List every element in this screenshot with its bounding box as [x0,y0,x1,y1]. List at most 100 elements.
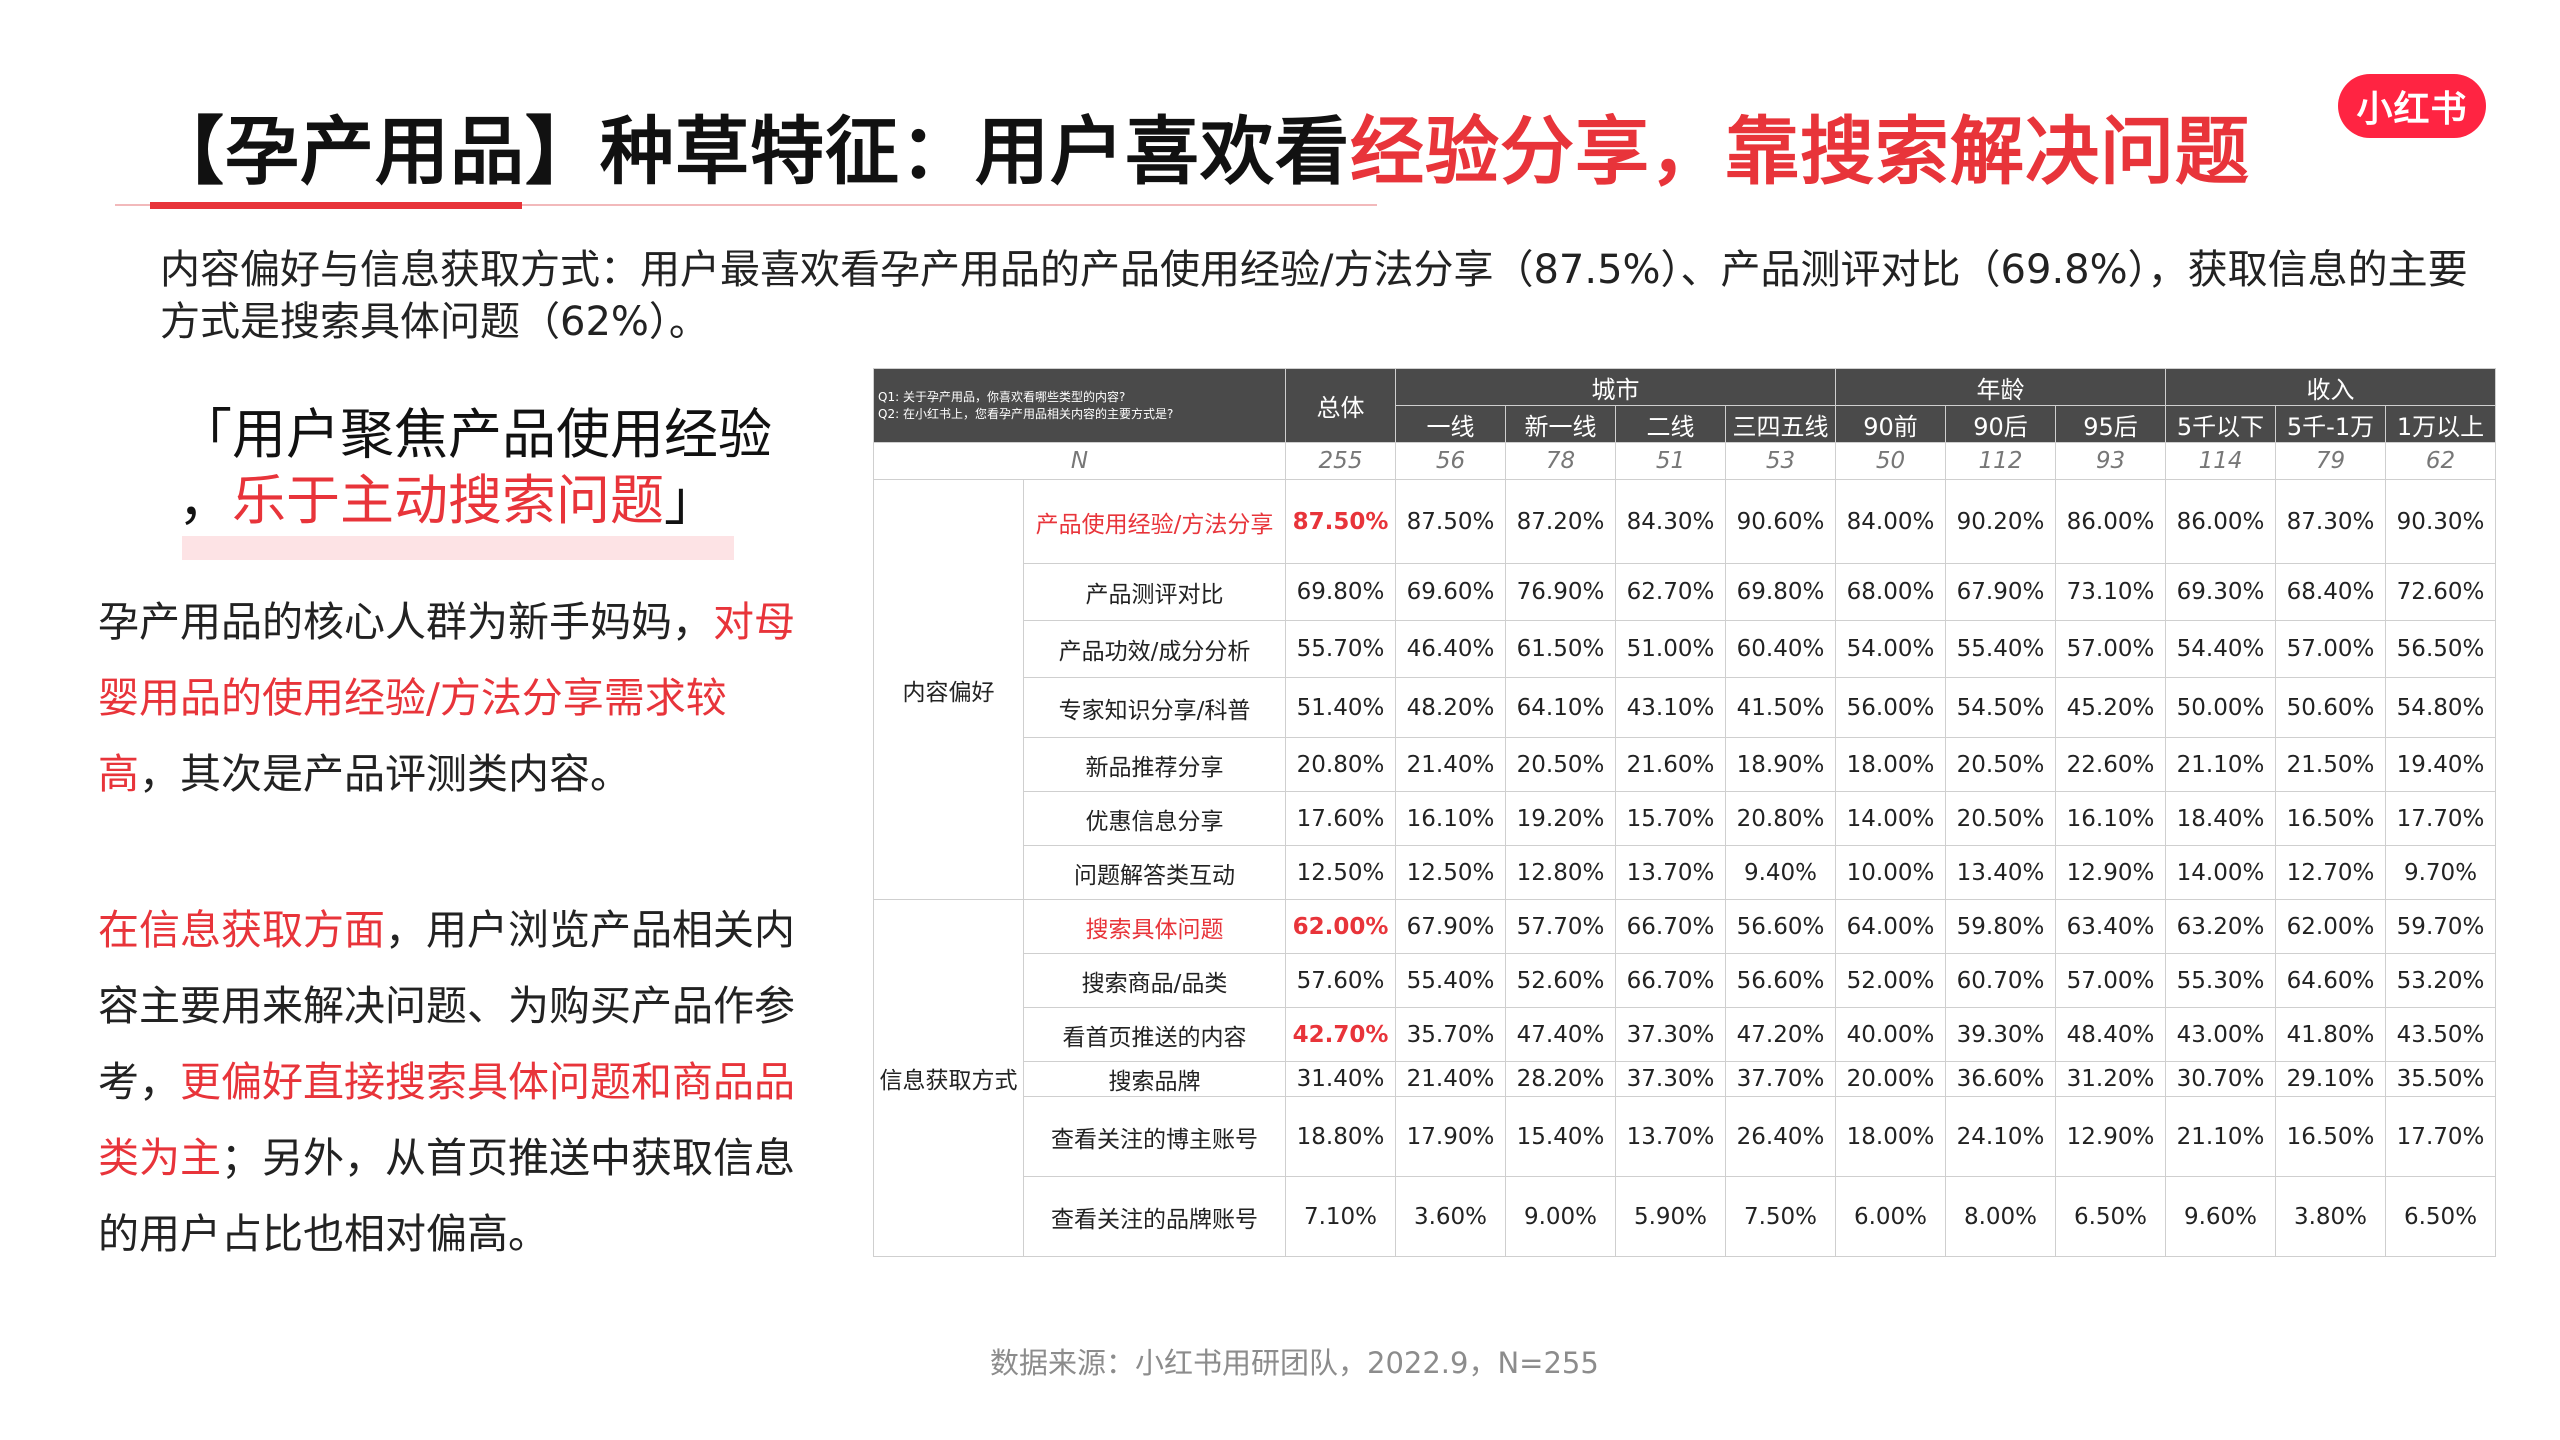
table-body: 内容偏好 产品使用经验/方法分享 87.50% 87.50% 87.20% 84.30% 9… [873,479,2497,1257]
value-cell: 13.40% [1945,845,2056,900]
table-row: 新品推荐分享 20.80% 21.40% 20.50% 21.60% 18.90% 18.0… [874,737,2497,792]
value-cell: 56.00% [1835,677,1946,738]
value-cell: 62.70% [1615,563,1726,621]
row-label: 产品使用经验/方法分享 [1023,479,1286,564]
table-row: 问题解答类互动 12.50% 12.50% 12.80% 13.70% 9.40% 10.0… [874,845,2497,900]
row-label: 看首页推送的内容 [1023,1007,1286,1062]
data-table-container: Q1: 关于孕产用品，你喜欢看哪些类型的内容? Q2: 在小红书上，您看孕产用品相… [873,368,2497,1257]
value-cell: 40.00% [1835,1007,1946,1062]
value-cell: 41.80% [2275,1007,2387,1062]
value-cell: 14.00% [1835,791,1946,846]
title-highlight: 经验分享，靠搜索解决问题 [1350,109,2250,195]
value-cell: 60.40% [1725,620,1836,678]
value-cell: 76.90% [1505,563,1616,621]
value-cell: 55.40% [1945,620,2056,678]
value-cell: 15.40% [1505,1096,1616,1177]
value-cell: 73.10% [2054,563,2167,621]
value-cell: 87.50% [1395,479,1506,564]
value-cell: 60.70% [1945,953,2056,1008]
value-cell: 37.70% [1725,1061,1836,1097]
value-cell: 10.00% [1835,845,1946,900]
table-row: 查看关注的博主账号 18.80% 17.90% 15.40% 13.70% 26.40% 1… [874,1096,2497,1177]
value-cell: 28.20% [1505,1061,1616,1097]
col-header: 90后 [1945,405,2056,443]
value-cell: 90.60% [1725,479,1836,564]
value-cell: 62.00% [2275,899,2387,954]
value-cell: 68.40% [2275,563,2387,621]
total-value-cell: 57.60% [1285,953,1396,1008]
total-value-cell: 31.40% [1285,1061,1396,1097]
value-cell: 51.00% [1615,620,1726,678]
data-table: Q1: 关于孕产用品，你喜欢看哪些类型的内容? Q2: 在小红书上，您看孕产用品相… [873,368,2497,1257]
value-cell: 84.00% [1835,479,1946,564]
value-cell: 20.00% [1835,1061,1946,1097]
value-cell: 55.30% [2165,953,2277,1008]
value-cell: 39.30% [1945,1007,2056,1062]
value-cell: 6.50% [2054,1176,2167,1257]
value-cell: 53.20% [2385,953,2497,1008]
value-cell: 64.00% [1835,899,1946,954]
para1-text-a: 孕产用品的核心人群为新手妈妈， [98,598,713,646]
row-label: 专家知识分享/科普 [1023,677,1286,738]
quote-highlight: 乐于主动搜索问题 [232,469,664,532]
quote-close: 」 [664,469,718,532]
total-value-cell: 42.70% [1285,1007,1396,1062]
title-divider [115,204,1377,206]
n-value: 51 [1615,442,1726,480]
value-cell: 50.00% [2165,677,2277,738]
value-cell: 64.60% [2275,953,2387,1008]
value-cell: 20.50% [1505,737,1616,792]
value-cell: 14.00% [2165,845,2277,900]
row-label: 查看关注的品牌账号 [1023,1176,1286,1257]
value-cell: 12.50% [1395,845,1506,900]
group-header-income: 收入 [2165,368,2497,406]
value-cell: 55.40% [1395,953,1506,1008]
value-cell: 21.40% [1395,737,1506,792]
value-cell: 13.70% [1615,845,1726,900]
value-cell: 47.20% [1725,1007,1836,1062]
col-header: 5千以下 [2165,405,2277,443]
value-cell: 9.00% [1505,1176,1616,1257]
table-row: 优惠信息分享 17.60% 16.10% 19.20% 15.70% 20.80% 14.0… [874,791,2497,846]
col-header: 90前 [1835,405,1946,443]
value-cell: 24.10% [1945,1096,2056,1177]
row-label: 搜索品牌 [1023,1061,1286,1097]
value-cell: 13.70% [1615,1096,1726,1177]
value-cell: 29.10% [2275,1061,2387,1097]
col-header: 三四五线 [1725,405,1836,443]
value-cell: 54.80% [2385,677,2497,738]
value-cell: 48.20% [1395,677,1506,738]
n-value: 79 [2275,442,2387,480]
value-cell: 66.70% [1615,953,1726,1008]
value-cell: 12.70% [2275,845,2387,900]
value-cell: 87.20% [1505,479,1616,564]
value-cell: 9.70% [2385,845,2497,900]
row-label: 问题解答类互动 [1023,845,1286,900]
value-cell: 67.90% [1945,563,2056,621]
value-cell: 69.80% [1725,563,1836,621]
value-cell: 54.50% [1945,677,2056,738]
value-cell: 21.60% [1615,737,1726,792]
col-header: 新一线 [1505,405,1616,443]
value-cell: 21.10% [2165,737,2277,792]
row-label: 产品测评对比 [1023,563,1286,621]
title-black: 【孕产用品】种草特征：用户喜欢看 [150,109,1350,195]
quote-open: 「用户聚焦产品使用经验 [178,403,772,466]
value-cell: 18.90% [1725,737,1836,792]
total-value-cell: 51.40% [1285,677,1396,738]
para2-text-b: ，用户浏览产品相关内容主要用来解决问题、为购买产品作参考， [98,906,795,1106]
sample-size-row: N 255 56 78 51 53 50 112 93 114 79 62 [873,442,2497,480]
quote-highlight-bar [182,536,734,560]
para2-text-d: ；另外，从首页推送中获取信息的用户占比也相对偏高。 [98,1134,795,1258]
para1-text-c: ，其次是产品评测类内容。 [139,750,631,798]
value-cell: 47.40% [1505,1007,1616,1062]
value-cell: 37.30% [1615,1007,1726,1062]
header-row-groups: Q1: 关于孕产用品，你喜欢看哪些类型的内容? Q2: 在小红书上，您看孕产用品相… [873,368,2497,443]
value-cell: 64.10% [1505,677,1616,738]
value-cell: 18.00% [1835,737,1946,792]
value-cell: 18.00% [1835,1096,1946,1177]
col-header: 二线 [1615,405,1726,443]
table-row: 搜索商品/品类 57.60% 55.40% 52.60% 66.70% 56.60% 52.… [874,953,2497,1008]
total-value-cell: 55.70% [1285,620,1396,678]
value-cell: 56.60% [1725,899,1836,954]
